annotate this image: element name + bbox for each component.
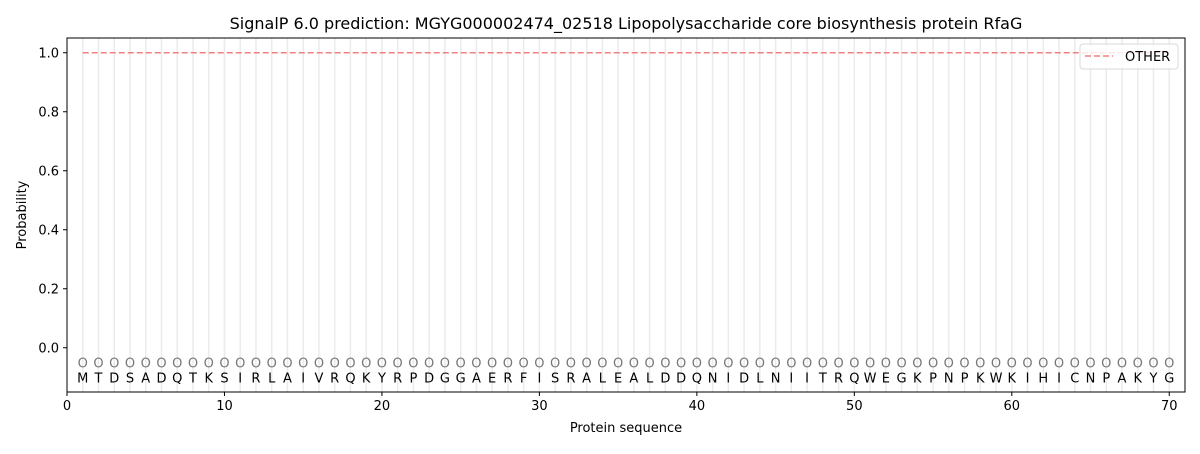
region-label: O [141,357,151,372]
region-label: O [471,357,481,372]
region-label: O [1054,357,1064,372]
region-label: O [723,357,733,372]
y-tick-label: 0.6 [38,164,59,179]
x-tick-label: 40 [689,399,706,414]
y-tick-label: 0.4 [38,223,59,238]
x-axis-label: Protein sequence [570,421,682,436]
region-label: O [1133,357,1143,372]
region-label: O [597,357,607,372]
region-label: O [188,357,198,372]
region-label: O [692,357,702,372]
region-label: O [93,357,103,372]
x-tick-label: 10 [216,399,233,414]
region-label: O [503,357,513,372]
region-label: O [109,357,119,372]
region-label: O [770,357,780,372]
y-tick-label: 0.8 [38,105,59,120]
region-label: O [912,357,922,372]
region-label: O [251,357,261,372]
region-label: O [660,357,670,372]
region-label: O [204,357,214,372]
x-tick-label: 70 [1161,399,1178,414]
region-label: O [1022,357,1032,372]
legend-label-other: OTHER [1125,50,1170,65]
region-label: O [156,357,166,372]
region-label: O [235,357,245,372]
plot-frame [66,37,1186,393]
region-label: O [519,357,529,372]
region-label: O [1101,357,1111,372]
legend-box [1079,43,1179,70]
region-label: O [755,357,765,372]
region-label: O [550,357,560,372]
region-label: O [361,357,371,372]
region-label: O [833,357,843,372]
protein-sequence: MTDSADQTKSIRLAIVRQKYRPDGGAERFISRALEALDDQ… [77,371,1174,386]
region-label: O [125,357,135,372]
region-label: O [944,357,954,372]
region-label: O [928,357,938,372]
y-tick-label: 0.0 [38,341,59,356]
x-tick-label: 20 [374,399,391,414]
region-label: O [802,357,812,372]
region-label: O [707,357,717,372]
region-label: O [534,357,544,372]
region-label: O [408,357,418,372]
region-label: O [975,357,985,372]
region-label: O [1007,357,1017,372]
region-label: O [172,357,182,372]
y-tick-label: 1.0 [38,46,59,61]
region-label: O [1148,357,1158,372]
region-label: O [629,357,639,372]
region-label: O [676,357,686,372]
region-label: O [314,357,324,372]
region-label: O [440,357,450,372]
x-tick-label: 50 [846,399,863,414]
region-label: O [959,357,969,372]
region-label: O [219,357,229,372]
region-label: O [1038,357,1048,372]
region-label: O [345,357,355,372]
region-label: O [282,357,292,372]
region-label: O [1085,357,1095,372]
region-label: O [818,357,828,372]
x-tick-label: 0 [63,399,71,414]
region-label: O [786,357,796,372]
region-label: O [645,357,655,372]
region-label: O [1070,357,1080,372]
x-tick-label: 30 [531,399,548,414]
y-tick-label: 0.2 [38,282,59,297]
region-label: O [330,357,340,372]
region-label: O [849,357,859,372]
region-label: O [487,357,497,372]
region-label: O [566,357,576,372]
region-label: O [393,357,403,372]
region-label: O [896,357,906,372]
region-label: O [582,357,592,372]
region-label: O [298,357,308,372]
chart-title: SignalP 6.0 prediction: MGYG000002474_02… [230,14,1023,34]
x-tick-label: 60 [1004,399,1021,414]
region-label: O [613,357,623,372]
region-label: O [267,357,277,372]
region-label: O [739,357,749,372]
region-label: O [865,357,875,372]
region-label: O [78,357,88,372]
region-label: O [991,357,1001,372]
region-label: O [1117,357,1127,372]
region-label: O [881,357,891,372]
y-axis-label: Probability [15,180,30,249]
region-label: O [456,357,466,372]
region-label: O [377,357,387,372]
region-label: O [1164,357,1174,372]
region-label: O [424,357,434,372]
